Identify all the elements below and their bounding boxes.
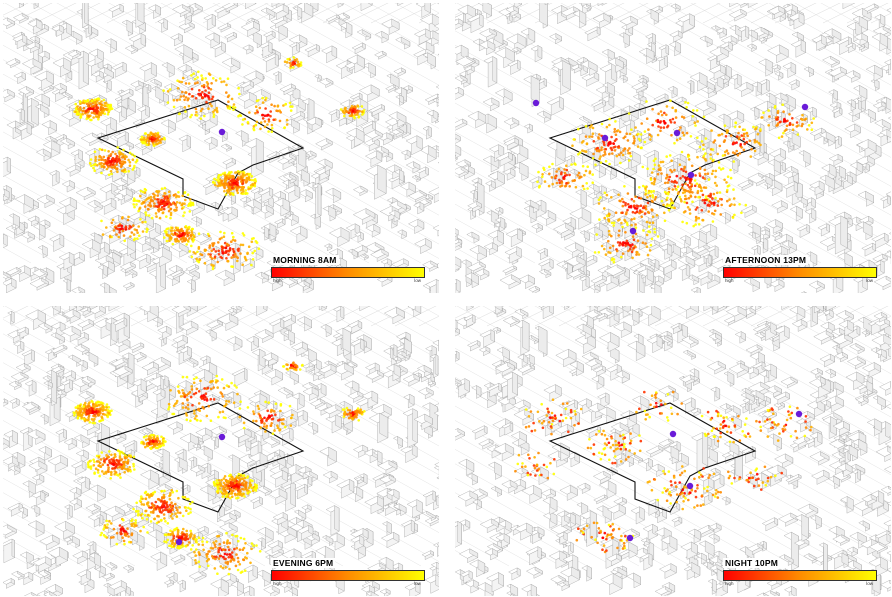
legend-title: MORNING 8AM <box>271 255 339 265</box>
heat-dot-layer <box>72 361 366 576</box>
map-panel-afternoon: AFTERNOON 13PM high low <box>455 3 891 293</box>
heat-legend: NIGHT 10PM high low <box>721 558 877 592</box>
heat-legend: AFTERNOON 13PM high low <box>721 255 877 289</box>
heat-dot-layer <box>514 390 813 554</box>
map-panel-morning: MORNING 8AM high low <box>3 3 439 293</box>
map-panel-evening: EVENING 6PM high low <box>3 306 439 596</box>
poi-marker <box>669 430 677 438</box>
heat-dot-layer <box>536 99 815 264</box>
legend-high-label: high <box>273 278 282 283</box>
building-layer <box>455 306 891 596</box>
poi-marker <box>626 534 634 542</box>
legend-high-label: high <box>725 581 734 586</box>
legend-title: EVENING 6PM <box>271 558 336 568</box>
building-layer <box>3 306 439 596</box>
poi-marker <box>601 134 609 142</box>
legend-gradient-bar <box>271 570 425 581</box>
heat-dot-layer <box>73 56 366 271</box>
legend-low-label: low <box>414 581 421 586</box>
isometric-city-map <box>3 306 439 596</box>
heat-legend: EVENING 6PM high low <box>269 558 425 592</box>
legend-title: AFTERNOON 13PM <box>723 255 809 265</box>
poi-marker <box>218 128 226 136</box>
map-panel-night: NIGHT 10PM high low <box>455 306 891 596</box>
poi-marker <box>795 410 803 418</box>
legend-high-label: high <box>273 581 282 586</box>
heat-legend: MORNING 8AM high low <box>269 255 425 289</box>
poi-marker <box>629 227 637 235</box>
isometric-city-map <box>455 306 891 596</box>
building-layer <box>3 3 439 293</box>
legend-gradient-bar <box>723 267 877 278</box>
legend-low-label: low <box>414 278 421 283</box>
poi-marker <box>687 171 695 179</box>
poi-marker <box>175 538 183 546</box>
legend-high-label: high <box>725 278 734 283</box>
legend-title: NIGHT 10PM <box>723 558 781 568</box>
isometric-city-map <box>455 3 891 293</box>
poi-marker <box>686 482 694 490</box>
building-layer <box>455 3 891 293</box>
legend-low-label: low <box>866 278 873 283</box>
poi-marker <box>673 129 681 137</box>
legend-low-label: low <box>866 581 873 586</box>
isometric-city-map <box>3 3 439 293</box>
study-area-boundary <box>548 402 757 513</box>
legend-gradient-bar <box>723 570 877 581</box>
poi-marker <box>218 433 226 441</box>
poi-marker <box>801 103 809 111</box>
poi-marker <box>532 99 540 107</box>
legend-gradient-bar <box>271 267 425 278</box>
